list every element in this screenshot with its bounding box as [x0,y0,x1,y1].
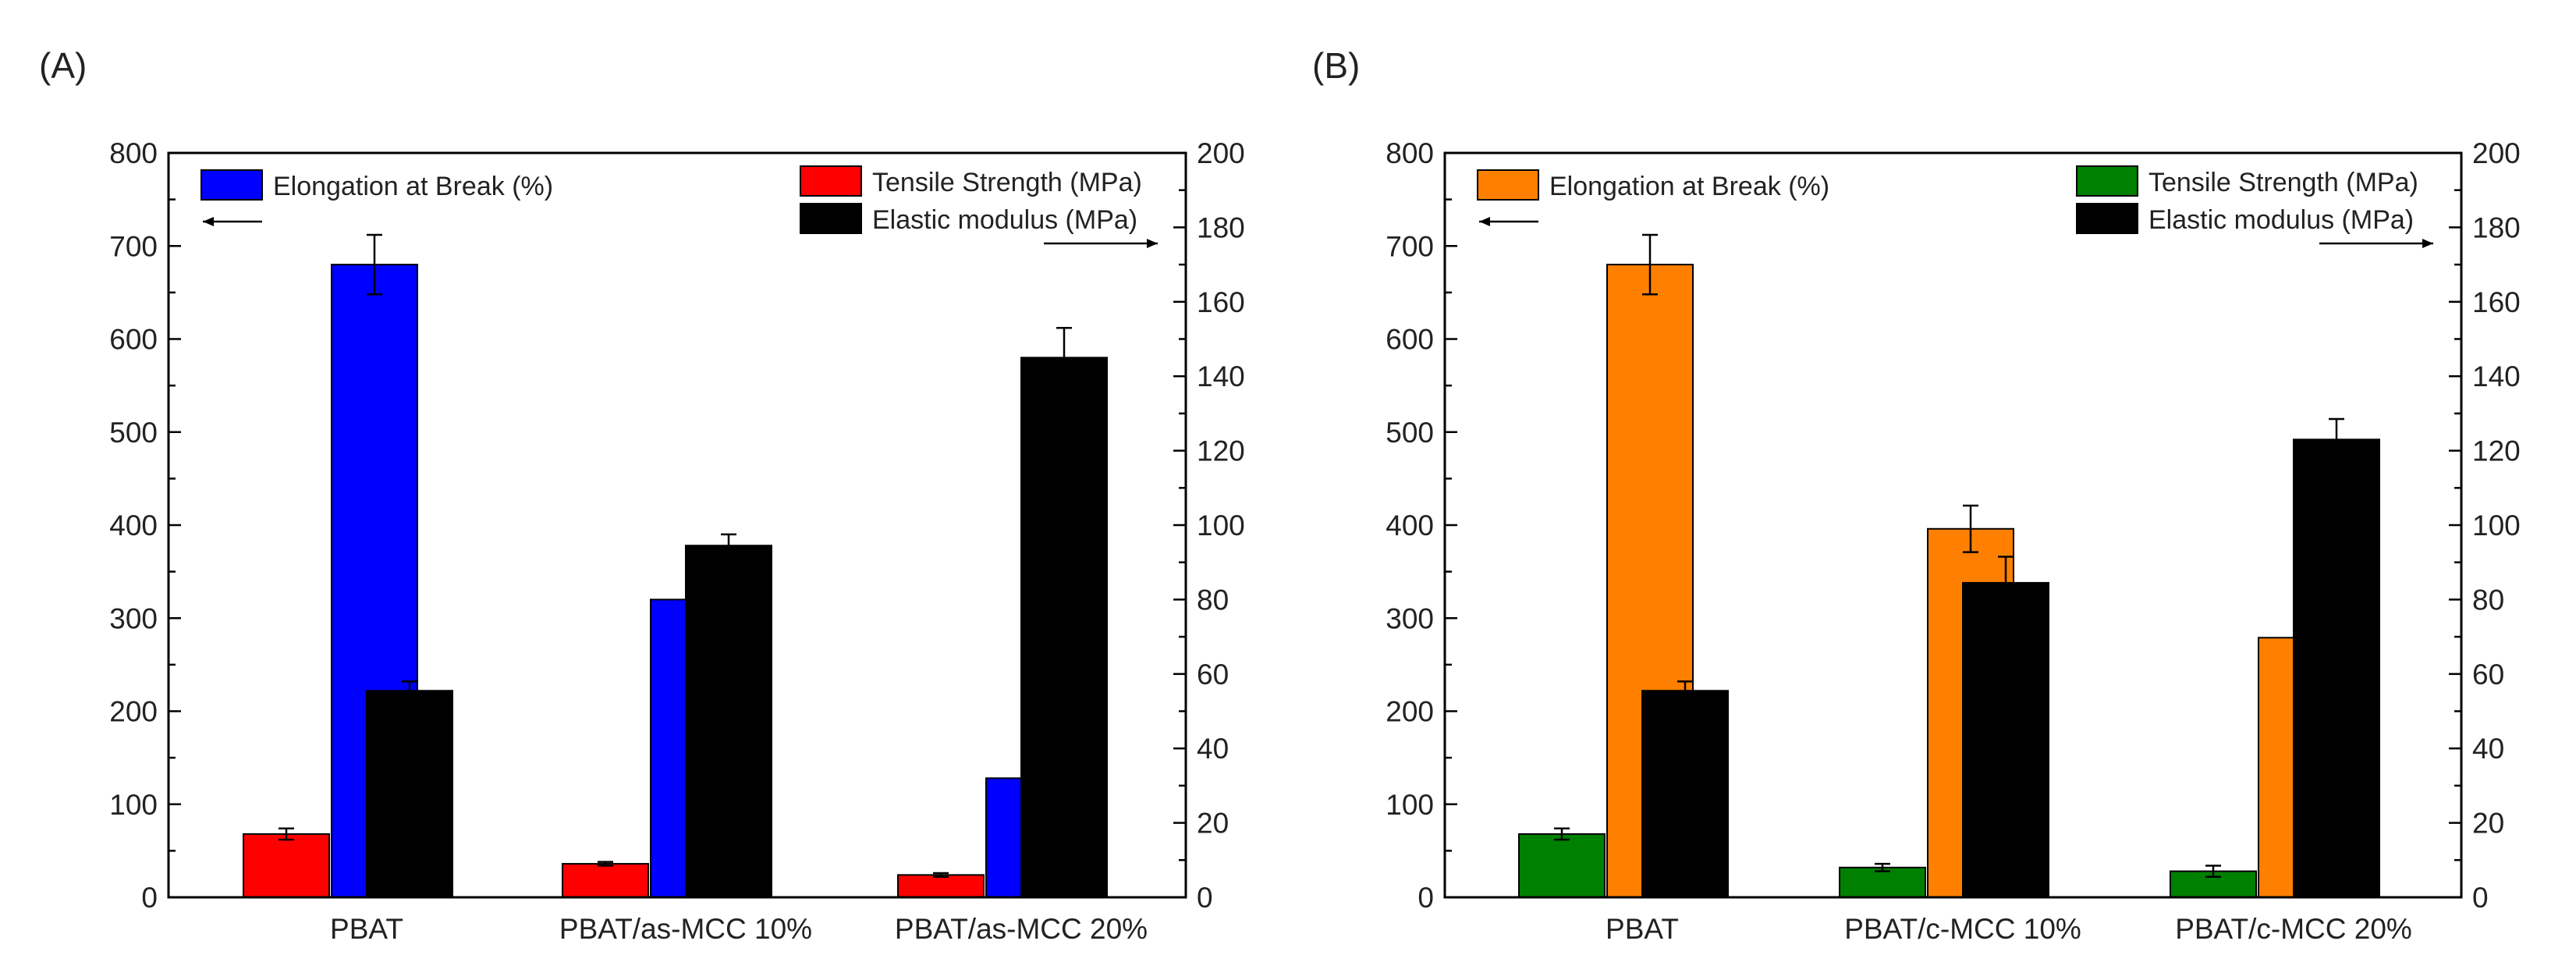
right-tick-label: 180 [2472,211,2521,243]
legend-label: Elastic modulus (MPa) [2148,205,2414,235]
left-axis-arrowhead [1479,217,1490,226]
left-tick-label: 300 [109,602,158,634]
right-tick-label: 0 [1197,882,1213,914]
left-tick-label: 100 [1386,789,1434,821]
right-tick-label: 20 [1197,808,1229,840]
bar [562,863,649,898]
category-label: PBAT/as-MCC 10% [559,913,812,945]
left-tick-label: 400 [109,510,158,541]
panel-label: (B) [1312,45,1360,86]
right-axis-arrowhead [2422,239,2433,248]
right-tick-label: 120 [1197,435,1245,467]
category-label: PBAT/c-MCC 10% [1844,913,2081,945]
right-tick-label: 60 [2472,659,2504,691]
category-label: PBAT/c-MCC 20% [2175,913,2412,945]
legend-swatch [2076,165,2138,197]
left-tick-label: 0 [141,882,158,914]
left-tick-label: 800 [1386,137,1434,169]
left-tick-label: 600 [1386,324,1434,356]
left-tick-label: 800 [109,137,158,169]
bar [1518,833,1606,899]
right-tick-label: 200 [2472,137,2521,169]
chart-panel-b: (B) 0 100 200 300 400 500 600 700 800 0 20 40 60 80 100… [1312,45,2521,945]
bar [243,833,330,899]
right-tick-label: 80 [1197,584,1229,616]
legend-label: Tensile Strength (MPa) [2148,168,2418,197]
right-tick-label: 60 [1197,659,1229,691]
right-tick-label: 0 [2472,882,2489,914]
right-tick-label: 160 [1197,286,1245,318]
chart-panel-a: (A) 0 100 200 300 400 500 600 700 800 0 20 40 60 80 100… [39,45,1245,945]
right-tick-label: 80 [2472,584,2504,616]
left-axis-arrowhead [203,217,214,226]
legend-swatch [2076,203,2138,234]
bar [1839,866,1926,898]
right-tick-label: 100 [1197,510,1245,541]
right-tick-label: 40 [2472,733,2504,765]
category-label: PBAT [1606,913,1679,945]
legend-label: Tensile Strength (MPa) [872,168,1142,197]
right-tick-label: 120 [2472,435,2521,467]
category-label: PBAT/as-MCC 20% [895,913,1148,945]
legend-label: Elongation at Break (%) [1549,172,1829,201]
left-tick-label: 0 [1418,882,1434,914]
legend-label: Elastic modulus (MPa) [872,205,1137,235]
right-tick-label: 200 [1197,137,1245,169]
bar [366,690,453,898]
right-tick-label: 20 [2472,808,2504,840]
right-axis-arrowhead [1147,239,1158,248]
left-tick-label: 700 [1386,230,1434,262]
bar [1020,357,1108,899]
right-tick-label: 140 [1197,360,1245,392]
left-tick-label: 400 [1386,510,1434,541]
bar [1641,690,1729,898]
bar [685,545,772,898]
left-tick-label: 500 [1386,417,1434,449]
left-tick-label: 200 [1386,696,1434,728]
category-label: PBAT [330,913,403,945]
legend-swatch [200,169,263,201]
bar [1962,581,2049,898]
right-tick-label: 160 [2472,286,2521,318]
right-tick-label: 180 [1197,211,1245,243]
left-tick-label: 500 [109,417,158,449]
left-tick-label: 200 [109,696,158,728]
right-tick-label: 40 [1197,733,1229,765]
legend-label: Elongation at Break (%) [273,172,553,201]
panel-label: (A) [39,45,87,86]
left-tick-label: 600 [109,324,158,356]
right-tick-label: 100 [2472,510,2521,541]
right-tick-label: 140 [2472,360,2521,392]
legend-swatch [1477,169,1539,201]
left-tick-label: 300 [1386,602,1434,634]
legend-swatch [800,203,862,234]
bar [897,874,985,899]
bar [2293,439,2380,898]
left-tick-label: 700 [109,230,158,262]
legend-swatch [800,165,862,197]
left-tick-label: 100 [109,789,158,821]
